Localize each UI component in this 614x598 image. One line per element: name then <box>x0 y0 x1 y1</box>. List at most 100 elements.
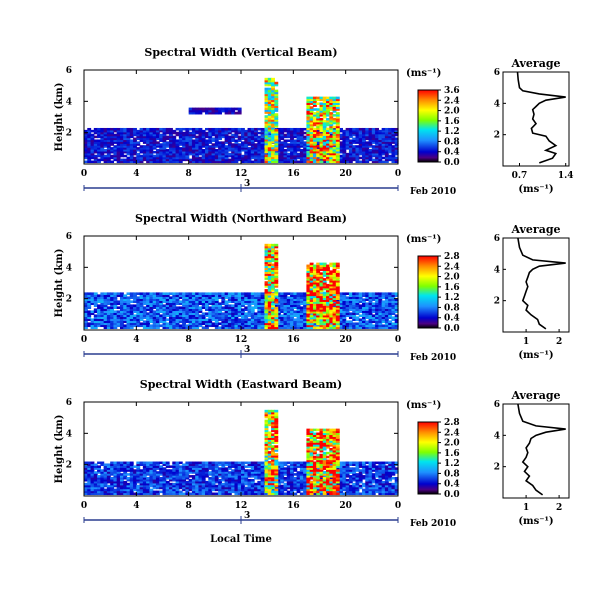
heatmap-cell <box>129 304 134 308</box>
heatmap-cell <box>326 139 330 142</box>
heatmap-cell <box>208 322 213 326</box>
heatmap-cell <box>93 143 98 146</box>
heatmap-cell <box>149 306 154 310</box>
heatmap-cell <box>299 294 304 298</box>
heatmap-cell <box>276 137 281 141</box>
heatmap-cell <box>271 154 275 158</box>
heatmap-cell <box>316 272 321 275</box>
heatmap-cell <box>162 135 167 139</box>
heatmap-cell <box>309 283 314 287</box>
heatmap-cell <box>329 143 334 146</box>
heatmap-cell <box>303 324 308 328</box>
heatmap-cell <box>116 147 121 150</box>
heatmap-cell <box>84 461 88 465</box>
heatmap-cell <box>322 278 327 281</box>
heatmap-cell <box>152 298 157 302</box>
heatmap-cell <box>271 318 275 322</box>
heatmap-cell <box>241 322 245 326</box>
heatmap-cell <box>306 129 311 133</box>
heatmap-cell <box>264 138 269 142</box>
heatmap-cell <box>201 320 206 324</box>
heatmap-cell <box>352 292 357 296</box>
heatmap-cell <box>191 147 196 150</box>
heatmap-cell <box>126 300 131 304</box>
heatmap-cell <box>348 158 353 162</box>
heatmap-cell <box>342 298 347 302</box>
heatmap-cell <box>319 104 324 107</box>
heatmap-cell <box>391 131 396 135</box>
heatmap-cell <box>316 303 321 306</box>
heatmap-cell <box>100 486 105 490</box>
heatmap-cell <box>103 150 108 154</box>
heatmap-cell <box>293 312 298 316</box>
heatmap-cell <box>286 158 291 162</box>
heatmap-cell <box>87 480 92 484</box>
heatmap-cell <box>123 137 128 141</box>
heatmap-cell <box>254 154 258 158</box>
heatmap-cell <box>326 285 330 289</box>
heatmap-cell <box>119 322 124 326</box>
heatmap-cell <box>182 135 186 139</box>
heatmap-cell <box>87 310 92 314</box>
heatmap-cell <box>260 160 265 164</box>
heatmap-cell <box>90 160 95 164</box>
heatmap-cell <box>221 482 226 486</box>
heatmap-cell <box>312 324 317 328</box>
heatmap-cell <box>221 488 226 492</box>
heatmap-cell <box>188 131 193 135</box>
heatmap-cell <box>335 135 340 138</box>
heatmap-cell <box>133 300 137 304</box>
heatmap-cell <box>267 296 272 300</box>
heatmap-cell <box>100 322 105 326</box>
heatmap-cell <box>260 152 265 156</box>
heatmap-cell <box>388 154 393 158</box>
y-axis-label: Height (km) <box>54 249 65 318</box>
heatmap-cell <box>169 490 173 494</box>
heatmap-cell <box>312 285 317 289</box>
heatmap-cell <box>293 320 298 324</box>
heatmap-cell <box>100 296 105 300</box>
heatmap-cell <box>224 478 229 482</box>
heatmap-cell <box>335 320 340 324</box>
heatmap-cell <box>303 141 308 144</box>
heatmap-cell <box>329 123 334 127</box>
heatmap-cell <box>90 143 95 146</box>
heatmap-cell <box>208 471 213 474</box>
heatmap-cell <box>296 152 301 156</box>
heatmap-cell <box>93 129 98 133</box>
heatmap-cell <box>129 158 134 162</box>
heatmap-cell <box>247 150 252 154</box>
heatmap-cell <box>267 318 272 322</box>
heatmap-cell <box>362 147 366 150</box>
heatmap-cell <box>345 292 350 296</box>
heatmap-cell <box>142 484 147 488</box>
heatmap-cell <box>306 291 311 295</box>
heatmap-cell <box>280 158 285 162</box>
heatmap-cell <box>309 114 314 117</box>
heatmap-cell <box>303 127 308 131</box>
heatmap-cell <box>87 156 92 160</box>
heatmap-cell <box>208 150 213 154</box>
heatmap-cell <box>84 160 88 164</box>
heatmap-cell <box>172 310 177 314</box>
heatmap-cell <box>142 471 147 474</box>
heatmap-cell <box>241 141 245 144</box>
heatmap-cell <box>241 316 245 320</box>
heatmap-cell <box>234 296 239 300</box>
heatmap-cell <box>208 160 213 164</box>
heatmap-cell <box>358 320 363 324</box>
heatmap-cell <box>234 302 239 306</box>
heatmap-cell <box>182 154 186 158</box>
heatmap-cell <box>260 312 265 316</box>
heatmap-cell <box>388 141 393 144</box>
heatmap-cell <box>293 147 298 150</box>
heatmap-cell <box>355 292 360 296</box>
heatmap-cell <box>391 300 396 304</box>
heatmap-cell <box>185 484 190 488</box>
heatmap-cell <box>309 293 314 297</box>
heatmap-cell <box>195 154 200 158</box>
heatmap-cell <box>283 308 288 312</box>
heatmap-cell <box>267 89 272 93</box>
heatmap-cell <box>352 300 357 304</box>
heatmap-cell <box>191 158 196 162</box>
